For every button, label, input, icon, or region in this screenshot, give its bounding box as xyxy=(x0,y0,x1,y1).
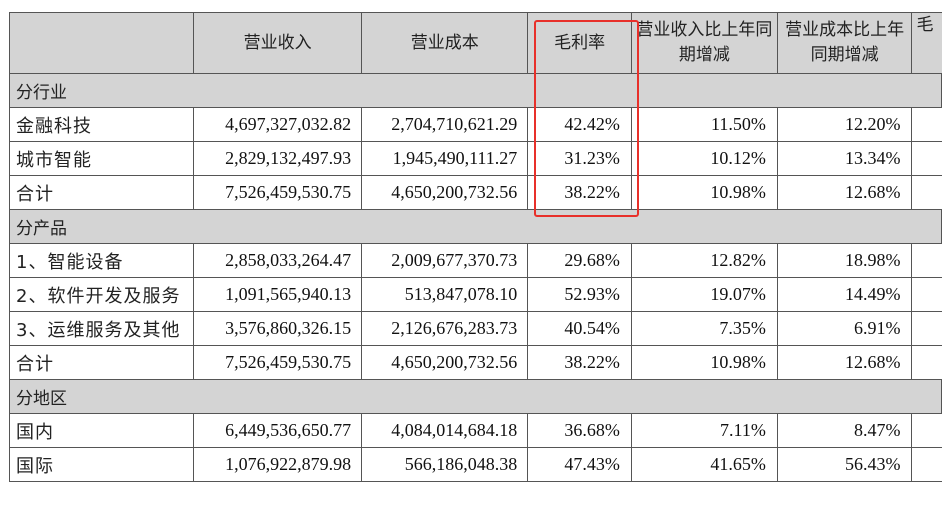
table-row: 城市智能 2,829,132,497.93 1,945,490,111.27 3… xyxy=(8,141,942,176)
cost-cell: 2,704,710,621.29 xyxy=(361,107,529,142)
row-label: 合计 xyxy=(8,345,195,380)
partial-cell xyxy=(911,107,942,142)
revenue-cell: 7,526,459,530.75 xyxy=(193,175,363,210)
cost-cell: 4,084,014,684.18 xyxy=(361,413,529,448)
cost-yoy-cell: 18.98% xyxy=(776,243,913,278)
revenue-cell: 6,449,536,650.77 xyxy=(193,413,363,448)
gross-margin-cell: 40.54% xyxy=(527,311,632,346)
cost-yoy-cell: 56.43% xyxy=(776,447,913,482)
table-row: 合计 7,526,459,530.75 4,650,200,732.56 38.… xyxy=(8,175,942,210)
revenue-yoy-cell: 10.98% xyxy=(630,345,778,380)
section-row-product: 分产品 xyxy=(9,209,942,244)
gross-margin-cell: 36.68% xyxy=(527,413,632,448)
revenue-cell: 7,526,459,530.75 xyxy=(193,345,363,380)
section-title: 分地区 xyxy=(9,379,942,414)
cost-cell: 566,186,048.38 xyxy=(361,447,529,482)
row-label: 国际 xyxy=(8,447,195,482)
revenue-cost-table: 营业收入 营业成本 毛利率 营业收入比上年同期增减 营业成本比上年同期增减 毛 … xyxy=(8,12,942,482)
cost-yoy-cell: 8.47% xyxy=(776,413,913,448)
header-cost-yoy: 营业成本比上年同期增减 xyxy=(776,12,913,74)
gross-margin-cell: 47.43% xyxy=(527,447,632,482)
cost-cell: 4,650,200,732.56 xyxy=(361,345,529,380)
row-label: 金融科技 xyxy=(8,107,195,142)
revenue-yoy-cell: 10.98% xyxy=(630,175,778,210)
row-label: 城市智能 xyxy=(8,141,195,176)
row-label: 1、智能设备 xyxy=(8,243,195,278)
table-row: 合计 7,526,459,530.75 4,650,200,732.56 38.… xyxy=(8,345,942,380)
section-row-region: 分地区 xyxy=(9,379,942,414)
partial-cell xyxy=(911,413,942,448)
row-label: 3、运维服务及其他 xyxy=(8,311,195,346)
table-row: 1、智能设备 2,858,033,264.47 2,009,677,370.73… xyxy=(8,243,942,278)
partial-cell xyxy=(911,141,942,176)
cost-yoy-cell: 12.20% xyxy=(776,107,913,142)
header-row: 营业收入 营业成本 毛利率 营业收入比上年同期增减 营业成本比上年同期增减 毛 xyxy=(8,12,942,74)
cost-yoy-cell: 13.34% xyxy=(776,141,913,176)
revenue-yoy-cell: 10.12% xyxy=(630,141,778,176)
table-row: 国内 6,449,536,650.77 4,084,014,684.18 36.… xyxy=(8,413,942,448)
revenue-yoy-cell: 7.35% xyxy=(630,311,778,346)
revenue-cell: 1,076,922,879.98 xyxy=(193,447,363,482)
revenue-cell: 2,858,033,264.47 xyxy=(193,243,363,278)
financial-table-container: 营业收入 营业成本 毛利率 营业收入比上年同期增减 营业成本比上年同期增减 毛 … xyxy=(8,12,942,482)
partial-cell xyxy=(911,345,942,380)
cost-yoy-cell: 12.68% xyxy=(776,345,913,380)
row-label: 2、软件开发及服务 xyxy=(8,277,195,312)
cost-cell: 4,650,200,732.56 xyxy=(361,175,529,210)
revenue-yoy-cell: 19.07% xyxy=(630,277,778,312)
cost-cell: 513,847,078.10 xyxy=(361,277,529,312)
section-title: 分行业 xyxy=(9,73,942,108)
cost-yoy-cell: 14.49% xyxy=(776,277,913,312)
cost-cell: 2,009,677,370.73 xyxy=(361,243,529,278)
header-revenue-yoy: 营业收入比上年同期增减 xyxy=(630,12,778,74)
revenue-yoy-cell: 12.82% xyxy=(630,243,778,278)
revenue-yoy-cell: 7.11% xyxy=(630,413,778,448)
gross-margin-cell: 38.22% xyxy=(527,345,632,380)
partial-cell xyxy=(911,243,942,278)
partial-cell xyxy=(911,311,942,346)
partial-cell xyxy=(911,175,942,210)
header-cost: 营业成本 xyxy=(361,12,529,74)
header-revenue: 营业收入 xyxy=(193,12,363,74)
revenue-cell: 3,576,860,326.15 xyxy=(193,311,363,346)
gross-margin-cell: 31.23% xyxy=(527,141,632,176)
gross-margin-cell: 52.93% xyxy=(527,277,632,312)
gross-margin-cell: 38.22% xyxy=(527,175,632,210)
row-label: 国内 xyxy=(8,413,195,448)
revenue-cell: 1,091,565,940.13 xyxy=(193,277,363,312)
revenue-cell: 2,829,132,497.93 xyxy=(193,141,363,176)
header-gross-margin-yoy-partial: 毛 xyxy=(911,12,942,74)
gross-margin-cell: 29.68% xyxy=(527,243,632,278)
table-row: 金融科技 4,697,327,032.82 2,704,710,621.29 4… xyxy=(8,107,942,142)
section-row-industry: 分行业 xyxy=(9,73,942,108)
cost-cell: 2,126,676,283.73 xyxy=(361,311,529,346)
partial-cell xyxy=(911,447,942,482)
table-row: 2、软件开发及服务 1,091,565,940.13 513,847,078.1… xyxy=(8,277,942,312)
partial-cell xyxy=(911,277,942,312)
header-category xyxy=(8,12,195,74)
row-label: 合计 xyxy=(8,175,195,210)
table-row: 3、运维服务及其他 3,576,860,326.15 2,126,676,283… xyxy=(8,311,942,346)
revenue-cell: 4,697,327,032.82 xyxy=(193,107,363,142)
header-gross-margin: 毛利率 xyxy=(527,12,632,74)
cost-cell: 1,945,490,111.27 xyxy=(361,141,529,176)
cost-yoy-cell: 6.91% xyxy=(776,311,913,346)
section-title: 分产品 xyxy=(9,209,942,244)
revenue-yoy-cell: 11.50% xyxy=(630,107,778,142)
revenue-yoy-cell: 41.65% xyxy=(630,447,778,482)
cost-yoy-cell: 12.68% xyxy=(776,175,913,210)
gross-margin-cell: 42.42% xyxy=(527,107,632,142)
table-row: 国际 1,076,922,879.98 566,186,048.38 47.43… xyxy=(8,447,942,482)
